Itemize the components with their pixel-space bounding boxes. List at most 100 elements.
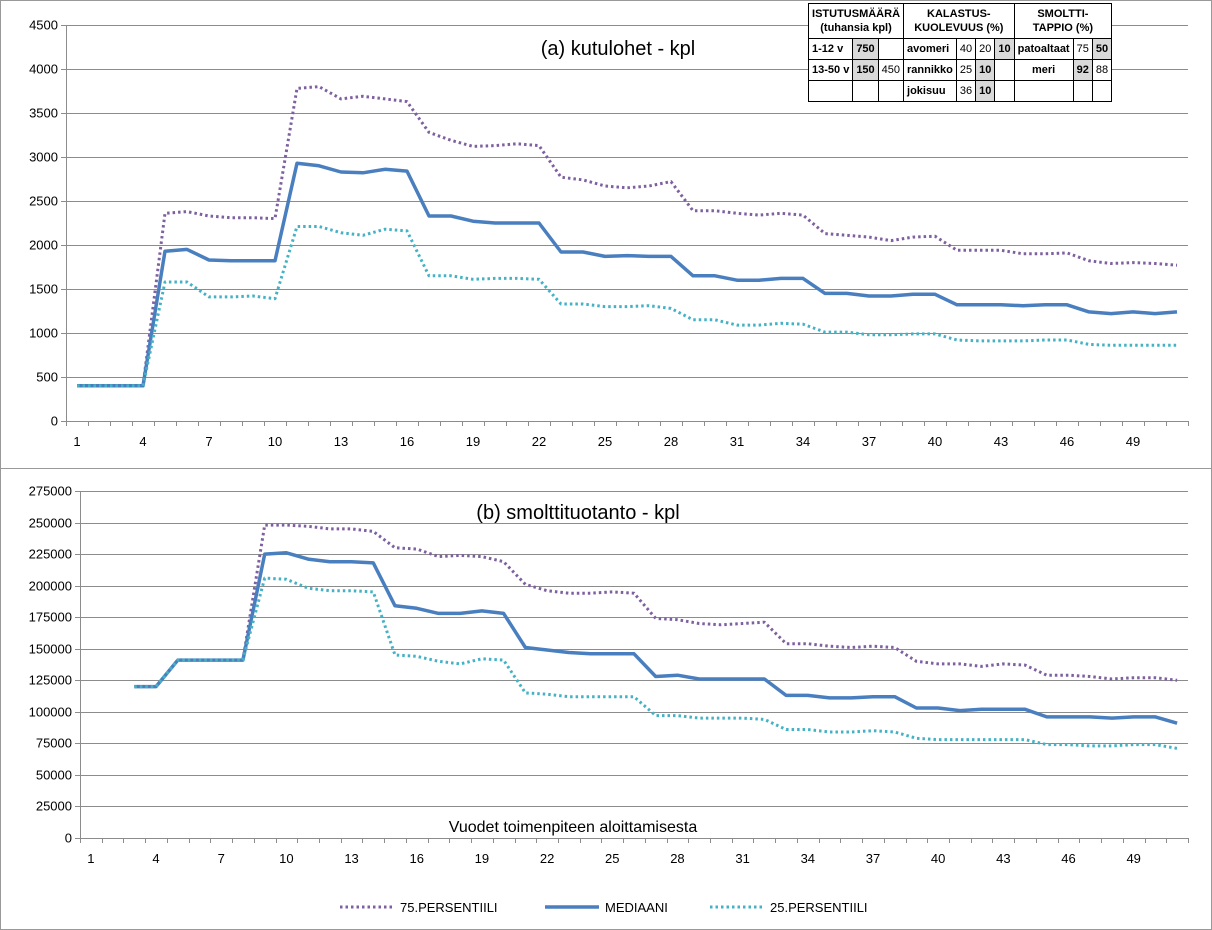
table-cell — [852, 80, 879, 102]
y-tick-label: 500 — [36, 370, 58, 385]
series-line-mediaani — [77, 161, 1178, 388]
table-cell — [1091, 80, 1113, 102]
series-line-75-persentiili — [77, 85, 1178, 388]
chart-title: (a) kutulohet - kpl — [541, 38, 696, 60]
table-cell — [1072, 80, 1093, 102]
y-tick-label: 100000 — [29, 705, 72, 720]
y-tick-label: 2500 — [29, 194, 58, 209]
table-cell: 750 — [852, 38, 879, 60]
x-tick-label: 49 — [1126, 434, 1140, 449]
y-tick-label: 4000 — [29, 62, 58, 77]
x-tick-label: 46 — [1060, 434, 1074, 449]
table-cell: avomeri — [903, 38, 957, 60]
y-tick-label: 1500 — [29, 282, 58, 297]
table-cell: 13-50 v — [807, 59, 854, 81]
y-tick-label: 200000 — [29, 579, 72, 594]
y-tick-label: 4500 — [29, 18, 58, 33]
legend-label: 25.PERSENTIILI — [770, 900, 868, 915]
series-line-75-persentiili — [134, 523, 1178, 689]
y-tick-label: 2000 — [29, 238, 58, 253]
table-cell — [1013, 80, 1074, 102]
x-tick-label: 7 — [218, 851, 225, 866]
y-tick-label: 1000 — [29, 326, 58, 341]
table-cell — [877, 38, 905, 60]
legend: 75.PERSENTIILI MEDIAANI 25.PERSENTIILI — [340, 900, 868, 915]
chart-panel-a: 0 500 1000 1500 2000 2500 3000 3500 4000 4500 1 4 7 1… — [29, 18, 1189, 449]
x-tick-label: 28 — [670, 851, 684, 866]
table-cell: 10 — [975, 59, 996, 81]
y-tick-label: 25000 — [36, 799, 72, 814]
table-cell — [994, 59, 1015, 81]
x-tick-label: 25 — [598, 434, 612, 449]
y-tick-label: 75000 — [36, 736, 72, 751]
x-tick-label: 13 — [344, 851, 358, 866]
table-cell: rannikko — [903, 59, 957, 81]
table-cell: 88 — [1091, 59, 1113, 81]
table-row: 13-50 v 150 450 rannikko 25 10 meri 92 8… — [807, 59, 1113, 81]
table-cell: 50 — [1091, 38, 1113, 60]
table-cell: 20 — [975, 38, 996, 60]
x-tick-label: 4 — [139, 434, 146, 449]
x-tick-label: 25 — [605, 851, 619, 866]
x-tick-label: 46 — [1061, 851, 1075, 866]
x-tick-label: 43 — [996, 851, 1010, 866]
table-cell: jokisuu — [903, 80, 957, 102]
x-tick-label: 7 — [205, 434, 212, 449]
table-cell: 92 — [1072, 59, 1093, 81]
x-tick-label: 13 — [334, 434, 348, 449]
table-cell — [994, 80, 1015, 102]
x-tick-label: 1 — [73, 434, 80, 449]
table-row: jokisuu 36 10 — [807, 80, 1113, 102]
y-tick-label: 3000 — [29, 150, 58, 165]
x-tick-label: 40 — [928, 434, 942, 449]
y-tick-label: 225000 — [29, 547, 72, 562]
x-tick-label: 40 — [931, 851, 945, 866]
x-tick-label: 10 — [279, 851, 293, 866]
legend-label: 75.PERSENTIILI — [400, 900, 498, 915]
y-tick-label: 0 — [65, 831, 72, 846]
table-header-kalastus: KALASTUS- KUOLEVUUS (%) — [903, 3, 1015, 39]
x-tick-label: 16 — [410, 851, 424, 866]
table-cell: 10 — [975, 80, 996, 102]
x-tick-label: 22 — [540, 851, 554, 866]
x-tick-label: 19 — [466, 434, 480, 449]
x-tick-label: 49 — [1126, 851, 1140, 866]
y-tick-label: 50000 — [36, 768, 72, 783]
table-row: 1-12 v 750 avomeri 40 20 10 patoaltaat 7… — [807, 38, 1113, 60]
table-header-smoltti: SMOLTTI- TAPPIO (%) — [1013, 3, 1113, 39]
table-cell — [877, 80, 905, 102]
table-cell: 25 — [955, 59, 977, 81]
legend-label: MEDIAANI — [605, 900, 668, 915]
x-tick-label: 19 — [475, 851, 489, 866]
x-tick-label: 1 — [87, 851, 94, 866]
parameter-table: ISTUTUSMÄÄRÄ (tuhansia kpl) KALASTUS- KUOL… — [807, 3, 1113, 102]
y-tick-label: 250000 — [29, 516, 72, 531]
table-cell: 75 — [1072, 38, 1093, 60]
chart-panel-b: 0 25000 50000 75000 100000 125000 150000 175000… — [29, 484, 1189, 866]
series-line-mediaani — [134, 551, 1178, 725]
table-cell: meri — [1013, 59, 1074, 81]
table-cell: 150 — [852, 59, 879, 81]
x-tick-label: 34 — [796, 434, 810, 449]
x-tick-label: 4 — [152, 851, 159, 866]
y-tick-label: 0 — [51, 414, 58, 429]
table-cell: 40 — [955, 38, 977, 60]
x-tick-label: 22 — [532, 434, 546, 449]
table-cell: 10 — [994, 38, 1015, 60]
x-tick-label: 43 — [994, 434, 1008, 449]
y-tick-label: 125000 — [29, 673, 72, 688]
table-header-istutus: ISTUTUSMÄÄRÄ (tuhansia kpl) — [807, 3, 905, 39]
y-tick-label: 3500 — [29, 106, 58, 121]
table-cell — [807, 80, 854, 102]
x-tick-label: 31 — [735, 851, 749, 866]
x-tick-label: 16 — [400, 434, 414, 449]
y-tick-label: 175000 — [29, 610, 72, 625]
series-line-25-persentiili — [77, 225, 1177, 388]
table-cell: 1-12 v — [807, 38, 854, 60]
y-tick-label: 275000 — [29, 484, 72, 499]
table-cell: patoaltaat — [1013, 38, 1074, 60]
x-tick-label: 10 — [268, 434, 282, 449]
x-tick-label: 28 — [664, 434, 678, 449]
